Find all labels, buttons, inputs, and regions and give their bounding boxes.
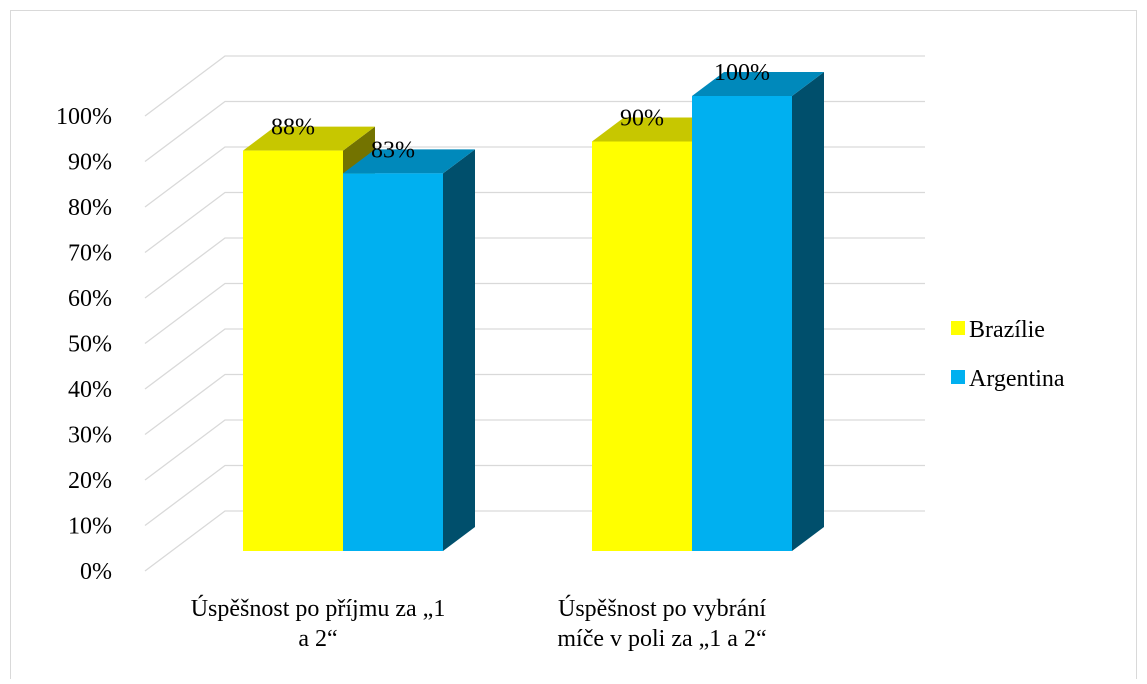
y-tick-label: 20%	[68, 468, 112, 494]
y-tick-label: 40%	[68, 377, 112, 403]
bar-side	[792, 72, 824, 551]
bar-top	[243, 126, 375, 151]
data-label: 88%	[271, 115, 315, 141]
x-tick-label-box: Úspěšnost po vybrání míče v poli za „1 a…	[557, 596, 767, 652]
bar-top	[343, 149, 475, 174]
bar	[243, 150, 343, 551]
bar-top	[692, 72, 824, 96]
x-tick-label: Úspěšnost po vybrání míče v poli za „1 a…	[557, 596, 767, 652]
data-label: 100%	[714, 60, 770, 86]
x-tick-label: Úspěšnost po příjmu za „1 a 2“	[190, 596, 446, 652]
legend-label: Brazílie	[969, 317, 1045, 343]
bar-side	[443, 149, 475, 551]
y-tick-label: 90%	[68, 150, 112, 176]
data-label: 83%	[371, 137, 415, 163]
bar	[343, 173, 443, 551]
x-tick-label-box: Úspěšnost po příjmu za „1 a 2“	[190, 596, 446, 652]
y-tick-label: 0%	[80, 559, 112, 585]
y-tick-label: 30%	[68, 423, 112, 449]
bar-top	[592, 117, 724, 142]
y-tick-label: 50%	[68, 332, 112, 358]
y-tick-label: 60%	[68, 286, 112, 312]
y-tick-label: 10%	[68, 514, 112, 540]
chart-frame	[10, 10, 1137, 684]
grid-line	[144, 100, 925, 163]
data-label: 90%	[620, 106, 664, 132]
y-tick-label: 70%	[68, 241, 112, 267]
legend-swatch	[951, 370, 965, 384]
legend-swatch	[951, 321, 965, 335]
grid-line	[144, 55, 925, 117]
bar	[692, 96, 792, 551]
bar	[592, 141, 692, 551]
legend-label: Argentina	[969, 366, 1065, 392]
y-tick-label: 100%	[56, 104, 112, 130]
y-tick-label: 80%	[68, 195, 112, 221]
